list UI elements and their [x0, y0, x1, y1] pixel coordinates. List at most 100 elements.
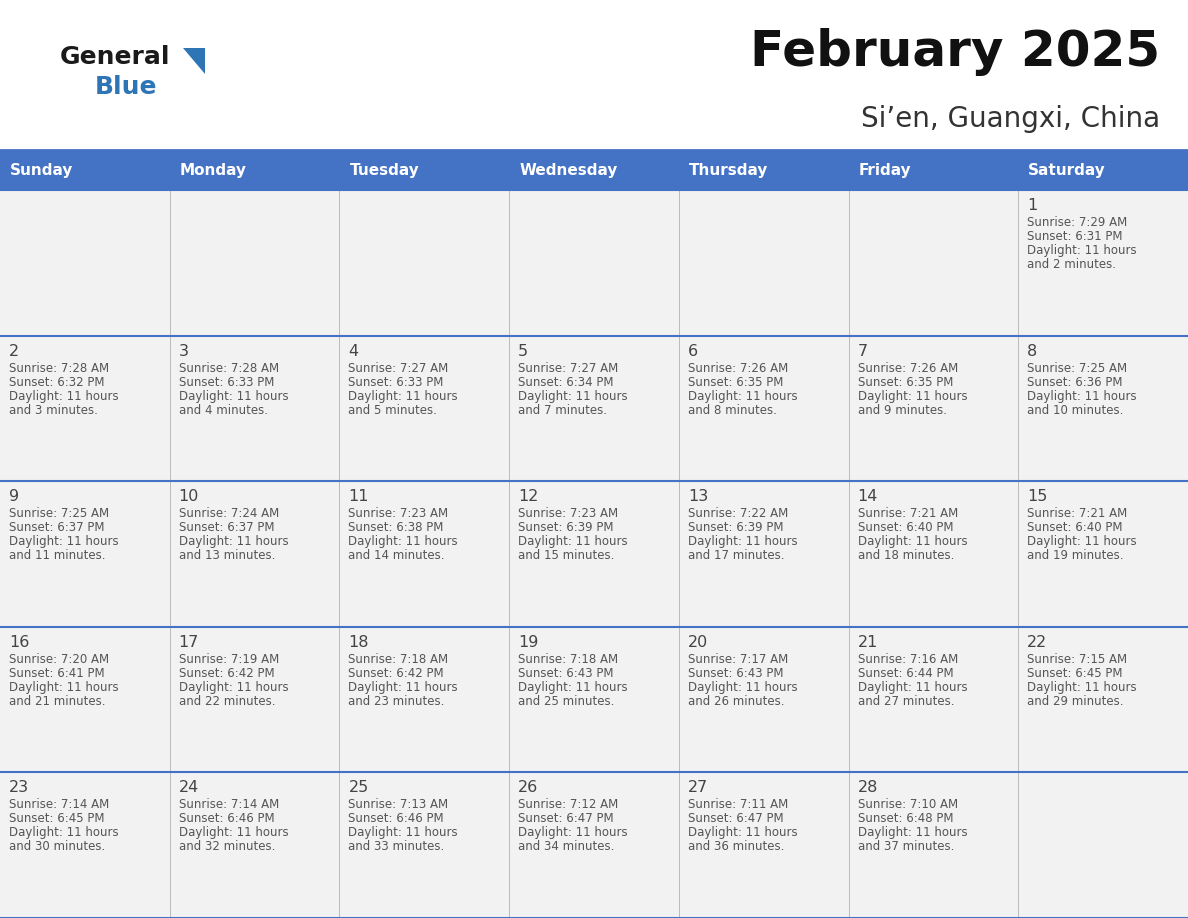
Text: Sunset: 6:40 PM: Sunset: 6:40 PM	[858, 521, 953, 534]
Bar	[0, 150, 170, 190]
Text: and 21 minutes.: and 21 minutes.	[10, 695, 106, 708]
Text: Sunset: 6:36 PM: Sunset: 6:36 PM	[1028, 375, 1123, 388]
Bar	[848, 336, 1018, 481]
Text: Sunset: 6:46 PM: Sunset: 6:46 PM	[178, 812, 274, 825]
Text: Sunrise: 7:22 AM: Sunrise: 7:22 AM	[688, 508, 788, 521]
Text: Sunrise: 7:25 AM: Sunrise: 7:25 AM	[10, 508, 109, 521]
Text: 3: 3	[178, 343, 189, 359]
Text: Sunrise: 7:11 AM: Sunrise: 7:11 AM	[688, 799, 788, 812]
Text: Daylight: 11 hours: Daylight: 11 hours	[10, 681, 119, 694]
Bar	[1018, 772, 1188, 918]
Text: and 3 minutes.: and 3 minutes.	[10, 404, 97, 417]
Text: Sunrise: 7:17 AM: Sunrise: 7:17 AM	[688, 653, 788, 666]
Text: Sunset: 6:46 PM: Sunset: 6:46 PM	[348, 812, 444, 825]
Bar	[340, 190, 510, 336]
Text: Si’en, Guangxi, China: Si’en, Guangxi, China	[861, 105, 1159, 133]
Bar	[170, 481, 340, 627]
Text: 13: 13	[688, 489, 708, 504]
Bar	[848, 481, 1018, 627]
Text: Sunrise: 7:19 AM: Sunrise: 7:19 AM	[178, 653, 279, 666]
Bar	[340, 150, 510, 190]
Text: Sunset: 6:45 PM: Sunset: 6:45 PM	[10, 812, 105, 825]
Text: Sunrise: 7:20 AM: Sunrise: 7:20 AM	[10, 653, 109, 666]
Bar	[848, 772, 1018, 918]
Text: Sunrise: 7:21 AM: Sunrise: 7:21 AM	[1028, 508, 1127, 521]
Text: Sunrise: 7:23 AM: Sunrise: 7:23 AM	[348, 508, 449, 521]
Bar	[510, 627, 678, 772]
Text: and 2 minutes.: and 2 minutes.	[1028, 258, 1117, 271]
Text: Blue: Blue	[95, 75, 158, 99]
Text: Sunset: 6:33 PM: Sunset: 6:33 PM	[178, 375, 274, 388]
Text: Sunset: 6:44 PM: Sunset: 6:44 PM	[858, 666, 953, 680]
Bar	[340, 772, 510, 918]
Text: Daylight: 11 hours: Daylight: 11 hours	[1028, 244, 1137, 257]
Text: 7: 7	[858, 343, 867, 359]
Text: Friday: Friday	[859, 162, 911, 177]
Text: Sunrise: 7:14 AM: Sunrise: 7:14 AM	[10, 799, 109, 812]
Text: 16: 16	[10, 635, 30, 650]
Bar	[1018, 150, 1188, 190]
Text: Sunrise: 7:26 AM: Sunrise: 7:26 AM	[858, 362, 958, 375]
Text: and 15 minutes.: and 15 minutes.	[518, 549, 614, 562]
Text: Thursday: Thursday	[689, 162, 769, 177]
Text: Daylight: 11 hours: Daylight: 11 hours	[1028, 681, 1137, 694]
Text: and 33 minutes.: and 33 minutes.	[348, 840, 444, 854]
Bar	[340, 336, 510, 481]
Text: and 19 minutes.: and 19 minutes.	[1028, 549, 1124, 562]
Text: Sunset: 6:31 PM: Sunset: 6:31 PM	[1028, 230, 1123, 243]
Text: Sunrise: 7:10 AM: Sunrise: 7:10 AM	[858, 799, 958, 812]
Bar	[340, 627, 510, 772]
Text: and 7 minutes.: and 7 minutes.	[518, 404, 607, 417]
Text: and 18 minutes.: and 18 minutes.	[858, 549, 954, 562]
Polygon shape	[183, 48, 206, 74]
Text: Daylight: 11 hours: Daylight: 11 hours	[688, 535, 797, 548]
Bar	[678, 772, 848, 918]
Text: 24: 24	[178, 780, 198, 795]
Text: Sunrise: 7:15 AM: Sunrise: 7:15 AM	[1028, 653, 1127, 666]
Text: Sunset: 6:48 PM: Sunset: 6:48 PM	[858, 812, 953, 825]
Text: February 2025: February 2025	[750, 28, 1159, 76]
Bar	[0, 336, 170, 481]
Text: 25: 25	[348, 780, 368, 795]
Bar	[1018, 481, 1188, 627]
Text: 26: 26	[518, 780, 538, 795]
Text: Daylight: 11 hours: Daylight: 11 hours	[10, 535, 119, 548]
Text: 4: 4	[348, 343, 359, 359]
Text: and 36 minutes.: and 36 minutes.	[688, 840, 784, 854]
Text: Sunrise: 7:18 AM: Sunrise: 7:18 AM	[348, 653, 449, 666]
Text: Sunrise: 7:16 AM: Sunrise: 7:16 AM	[858, 653, 958, 666]
Text: Sunset: 6:43 PM: Sunset: 6:43 PM	[518, 666, 614, 680]
Text: Sunrise: 7:28 AM: Sunrise: 7:28 AM	[10, 362, 109, 375]
Text: Sunset: 6:43 PM: Sunset: 6:43 PM	[688, 666, 783, 680]
Text: Daylight: 11 hours: Daylight: 11 hours	[518, 535, 627, 548]
Bar	[1018, 627, 1188, 772]
Text: Daylight: 11 hours: Daylight: 11 hours	[518, 681, 627, 694]
Text: 10: 10	[178, 489, 200, 504]
Bar	[848, 190, 1018, 336]
Text: Daylight: 11 hours: Daylight: 11 hours	[858, 826, 967, 839]
Text: Sunday: Sunday	[10, 162, 74, 177]
Text: Sunset: 6:33 PM: Sunset: 6:33 PM	[348, 375, 444, 388]
Text: 11: 11	[348, 489, 369, 504]
Bar	[0, 481, 170, 627]
Text: Sunset: 6:39 PM: Sunset: 6:39 PM	[688, 521, 783, 534]
Text: Daylight: 11 hours: Daylight: 11 hours	[1028, 389, 1137, 403]
Text: Daylight: 11 hours: Daylight: 11 hours	[518, 826, 627, 839]
Text: Daylight: 11 hours: Daylight: 11 hours	[688, 826, 797, 839]
Text: 12: 12	[518, 489, 538, 504]
Text: Daylight: 11 hours: Daylight: 11 hours	[688, 681, 797, 694]
Text: and 10 minutes.: and 10 minutes.	[1028, 404, 1124, 417]
Text: Daylight: 11 hours: Daylight: 11 hours	[1028, 535, 1137, 548]
Text: Sunset: 6:37 PM: Sunset: 6:37 PM	[178, 521, 274, 534]
Text: Sunset: 6:47 PM: Sunset: 6:47 PM	[518, 812, 614, 825]
Text: Daylight: 11 hours: Daylight: 11 hours	[688, 389, 797, 403]
Bar	[170, 150, 340, 190]
Bar	[678, 190, 848, 336]
Bar	[678, 627, 848, 772]
Bar	[170, 772, 340, 918]
Text: Daylight: 11 hours: Daylight: 11 hours	[858, 389, 967, 403]
Text: and 17 minutes.: and 17 minutes.	[688, 549, 784, 562]
Text: Sunrise: 7:24 AM: Sunrise: 7:24 AM	[178, 508, 279, 521]
Bar	[170, 190, 340, 336]
Text: Daylight: 11 hours: Daylight: 11 hours	[178, 389, 289, 403]
